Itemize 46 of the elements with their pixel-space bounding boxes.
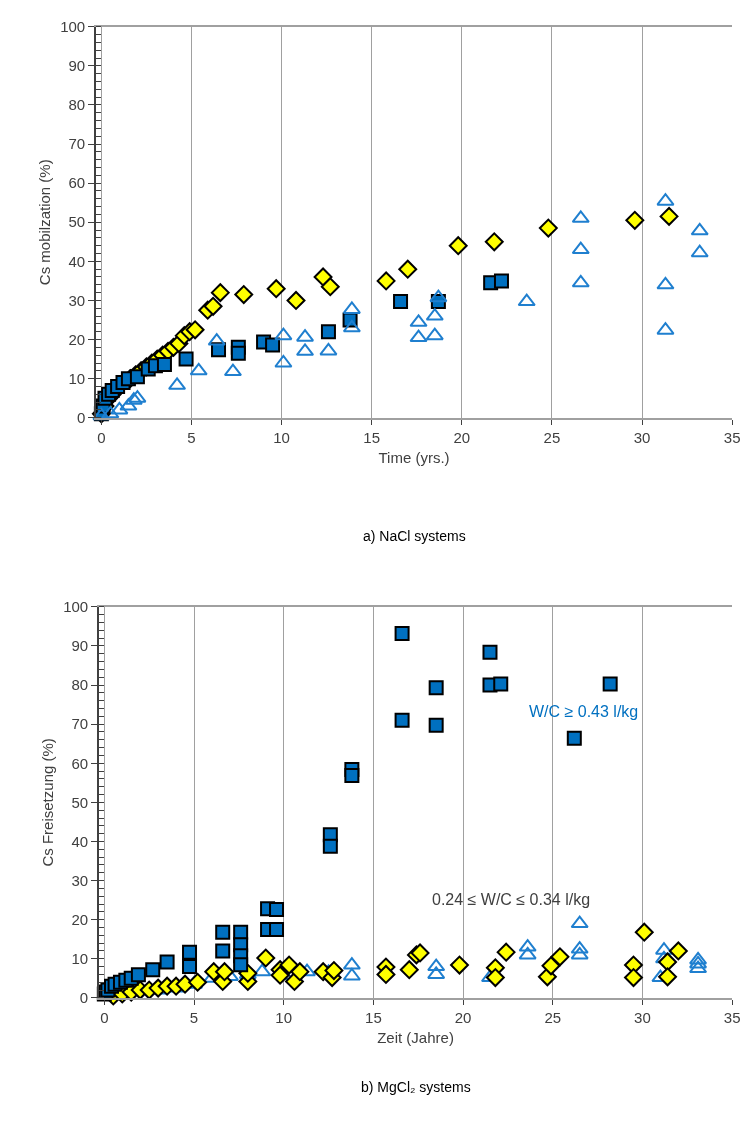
y-tick-label: 50: [71, 793, 89, 811]
y-tick-label: 30: [71, 871, 89, 889]
y-tick-label: 50: [68, 213, 86, 231]
x-tick-label: 30: [633, 428, 651, 446]
annotation: W/C ≥ 0.43 l/kg: [529, 703, 639, 720]
y-tick-label: 100: [60, 17, 86, 35]
x-tick-label: 0: [100, 1008, 109, 1026]
y-tick-label: 20: [71, 910, 89, 928]
y-axis-title: Cs Freisetzung (%): [38, 738, 56, 867]
y-tick-label: 80: [68, 96, 86, 114]
y-tick-label: 20: [68, 330, 86, 348]
y-tick-label: 70: [71, 715, 89, 733]
y-tick-label: 0: [79, 989, 89, 1007]
x-tick-label: 0: [97, 428, 106, 446]
y-tick-label: 30: [68, 291, 86, 309]
text: b) MgCl₂ systems: [361, 1079, 471, 1095]
y-tick-label: 90: [71, 637, 89, 655]
y-tick-label: 0: [76, 409, 86, 427]
y-tick-label: 90: [68, 57, 86, 75]
y-tick-label: 10: [68, 369, 86, 387]
y-tick-label: 60: [71, 754, 89, 772]
y-tick-label: 100: [63, 598, 89, 616]
x-tick-label: 30: [634, 1008, 651, 1026]
x-tick-label: 25: [543, 428, 561, 446]
y-tick-label: 70: [68, 135, 86, 153]
y-tick-label: 40: [68, 252, 86, 270]
text: a) NaCl systems: [363, 528, 466, 544]
y-tick-label: 80: [71, 676, 89, 694]
x-tick-label: 15: [363, 428, 381, 446]
y-axis-title: Cs mobilzation (%): [35, 159, 53, 286]
x-tick-label: 35: [723, 428, 741, 446]
x-axis-title: Time (yrs.): [378, 449, 450, 467]
x-tick-label: 15: [365, 1008, 382, 1026]
x-tick-label: 10: [275, 1008, 293, 1026]
x-tick-label: 35: [723, 1008, 741, 1026]
y-tick-label: 10: [71, 950, 89, 968]
x-tick-label: 5: [187, 428, 196, 446]
x-tick-label: 10: [273, 428, 290, 446]
x-tick-label: 20: [453, 428, 471, 446]
x-tick-label: 20: [454, 1008, 472, 1026]
y-tick-label: 60: [68, 174, 86, 192]
y-tick-label: 40: [71, 832, 89, 850]
x-axis-title: Zeit (Jahre): [377, 1029, 454, 1047]
x-tick-label: 25: [544, 1008, 562, 1026]
x-tick-label: 5: [189, 1008, 199, 1026]
annotation: 0.24 ≤ W/C ≤ 0.34 l/kg: [432, 891, 591, 908]
